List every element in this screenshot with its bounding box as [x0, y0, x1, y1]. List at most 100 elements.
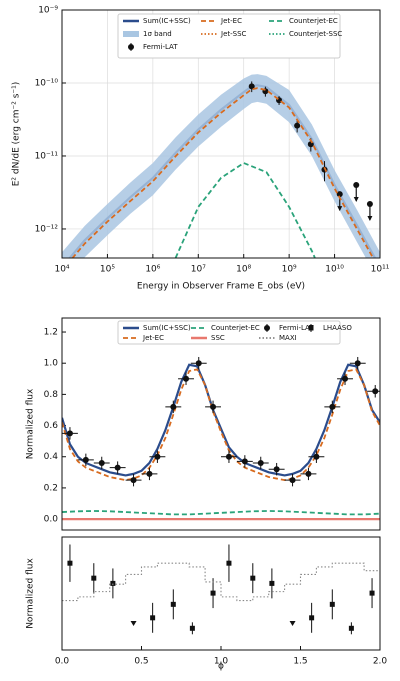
x-tick-label: 10⁷ [191, 265, 206, 275]
x-axis-label: ϕ [218, 662, 224, 672]
x-axis-label: Energy in Observer Frame E_obs (eV) [137, 282, 305, 292]
marker [130, 621, 137, 627]
marker [226, 560, 232, 566]
marker [210, 590, 216, 596]
legend-label: Counterjet-SSC [289, 30, 342, 38]
legend: Sum(IC+SSC) 1σ band Fermi-LAT Jet-EC Jet-SSC… [117, 13, 342, 59]
marker [170, 403, 177, 410]
x-tick-label: 0.5 [134, 657, 148, 667]
y-axis-label: E² dN/dE (erg cm⁻² s⁻¹) [12, 82, 22, 187]
line [71, 87, 375, 258]
legend-label: Sum(IC+SSC) [143, 324, 191, 332]
y-tick-label: 10⁻¹⁰ [35, 78, 59, 88]
legend-label: Jet-SSC [220, 30, 247, 38]
marker [150, 615, 156, 621]
plot-area [62, 356, 380, 521]
marker [98, 459, 105, 466]
marker [82, 456, 89, 463]
x-tick-label: 10⁶ [145, 265, 160, 275]
marker [342, 375, 349, 382]
marker [248, 83, 255, 90]
marker [294, 122, 301, 129]
legend: Sum(IC+SSC) Jet-EC Counterjet-EC SSC Fermi-L… [117, 320, 352, 345]
marker [67, 560, 73, 566]
legend-label: Fermi-LAT [143, 43, 178, 51]
y-tick-label: 0.8 [44, 390, 59, 400]
marker [305, 470, 312, 477]
y-tick-label: 0.4 [44, 452, 59, 462]
marker [114, 464, 121, 471]
x-tick-label: 10⁴ [54, 265, 69, 275]
marker [354, 360, 361, 367]
marker [348, 625, 354, 631]
legend-box [117, 320, 341, 345]
y-tick-label: 10⁻¹² [35, 224, 59, 234]
line [62, 510, 380, 516]
marker [369, 590, 375, 596]
line [62, 368, 380, 482]
marker [257, 459, 264, 466]
arrow-head [353, 197, 359, 203]
marker [110, 580, 116, 586]
y-tick-label: 0.6 [44, 421, 59, 431]
marker [210, 403, 217, 410]
x-tick-label: 1.0 [214, 657, 229, 667]
marker [264, 325, 270, 331]
marker [130, 477, 137, 484]
legend-label: Fermi-LAT [279, 324, 314, 332]
marker [308, 325, 314, 331]
marker [289, 477, 296, 484]
step-line [62, 562, 380, 602]
marker [195, 360, 202, 367]
marker [273, 466, 280, 473]
marker [170, 601, 176, 607]
marker [241, 458, 248, 465]
line [174, 162, 316, 258]
x-tick-label: 0.0 [55, 657, 70, 667]
axes-frame [61, 536, 381, 651]
x-tick-label: 10⁵ [100, 265, 115, 275]
marker [329, 403, 336, 410]
marker [225, 453, 232, 460]
marker [353, 182, 360, 189]
y-tick-label: 10⁻¹¹ [35, 151, 59, 161]
marker [313, 453, 320, 460]
legend-label: Sum(IC+SSC) [143, 17, 191, 25]
x-tick-label: 1.5 [293, 657, 307, 667]
legend-label: Jet-EC [220, 17, 242, 25]
legend-label: 1σ band [143, 30, 172, 38]
marker [189, 625, 195, 631]
marker [336, 191, 343, 198]
legend-label: Counterjet-EC [289, 17, 338, 25]
y-axis-label: Normalized flux [26, 388, 36, 459]
legend-label: MAXI [279, 334, 297, 342]
marker [329, 601, 335, 607]
marker [309, 615, 315, 621]
marker [154, 453, 161, 460]
y-tick-label: 0.0 [44, 515, 59, 525]
x-tick-label: 10⁹ [282, 265, 297, 275]
x-tick-label: 10¹¹ [371, 265, 390, 275]
arrow-head [367, 215, 373, 221]
legend-swatch [123, 31, 139, 37]
legend-box [117, 13, 341, 59]
axes-frame [61, 317, 381, 531]
line [62, 363, 380, 477]
legend-label: SSC [211, 334, 225, 342]
band [62, 74, 380, 258]
plot-area [62, 544, 380, 635]
line [62, 426, 244, 448]
y-tick-label: 1.2 [44, 328, 58, 338]
x-tick-label: 10¹⁰ [325, 265, 344, 275]
legend-label: Counterjet-EC [211, 324, 260, 332]
y-axis-label: Normalized flux [26, 558, 36, 629]
marker [91, 575, 97, 581]
panel: 0.0 0.2 0.4 0.6 0.8 1.0 1.2 [44, 328, 66, 525]
legend-label: Jet-EC [142, 334, 164, 342]
y-tick-label: 1.0 [44, 359, 59, 369]
x-tick-label: 10⁸ [236, 265, 251, 275]
y-tick-label: 0.2 [44, 483, 58, 493]
marker [289, 621, 296, 627]
legend-label: LHAASO [323, 324, 352, 332]
